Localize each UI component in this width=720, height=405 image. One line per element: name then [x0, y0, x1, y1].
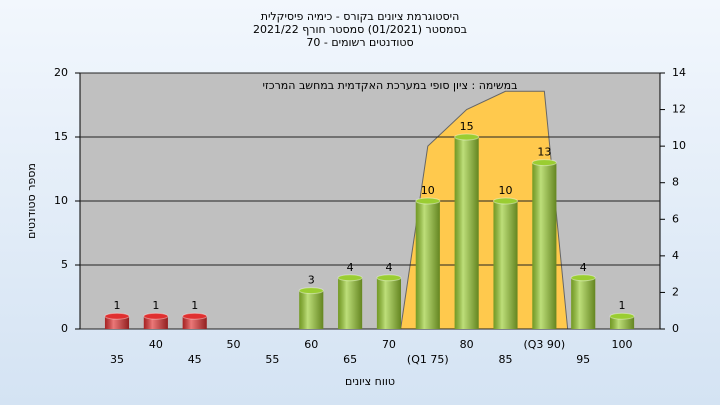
bar-shade — [532, 162, 557, 329]
value-label: 10 — [421, 184, 435, 197]
x-tick-label: 60 — [304, 338, 318, 351]
x-tick-label: (Q3 90) — [523, 338, 565, 351]
y-tick-label: 10 — [54, 194, 68, 207]
y2-tick-label: 6 — [672, 212, 679, 225]
value-label: 4 — [385, 261, 392, 274]
y2-tick-label: 10 — [672, 139, 686, 152]
bar-cap — [570, 274, 596, 282]
bar-shade — [571, 277, 596, 329]
chart-title: סטודנטים רשומים - 70 — [306, 36, 413, 49]
value-label: 1 — [114, 299, 121, 312]
bar-cap — [182, 312, 208, 320]
bar-shade — [338, 277, 363, 329]
y2-tick-label: 12 — [672, 103, 686, 116]
x-tick-label: 40 — [149, 338, 163, 351]
bar-shade — [299, 290, 324, 329]
x-tick-label: 100 — [612, 338, 633, 351]
x-tick-label: 45 — [188, 353, 202, 366]
bar-cap — [376, 274, 402, 282]
bar-cap — [143, 312, 169, 320]
bar-shade — [376, 277, 401, 329]
y-axis-label: מספר סטודנטים — [25, 163, 38, 239]
value-label: 4 — [580, 261, 587, 274]
value-label: 4 — [347, 261, 354, 274]
bar-shade — [182, 316, 207, 329]
x-tick-label: 65 — [343, 353, 357, 366]
bar-cap — [337, 274, 363, 282]
chart-title: בסמסטר (01/2021) סמסטר חורף 2021/22 — [253, 23, 467, 36]
bar-shade — [143, 316, 168, 329]
bar-cap — [454, 133, 480, 141]
bar-cap — [298, 287, 324, 295]
bar-cap — [492, 197, 519, 205]
y-tick-label: 20 — [54, 66, 68, 79]
bar-cap — [531, 159, 557, 167]
bar-cap — [415, 197, 441, 205]
x-tick-label: (Q1 75) — [407, 353, 449, 366]
x-tick-label: 55 — [265, 353, 279, 366]
value-label: 10 — [499, 184, 513, 197]
y2-tick-label: 14 — [672, 66, 686, 79]
value-label: 13 — [537, 146, 551, 159]
y-tick-label: 15 — [54, 130, 68, 143]
y2-tick-label: 4 — [672, 249, 679, 262]
value-label: 1 — [191, 299, 198, 312]
value-label: 15 — [460, 120, 474, 133]
x-tick-label: 35 — [110, 353, 124, 366]
bar-shade — [415, 201, 440, 329]
y2-tick-label: 2 — [672, 285, 679, 298]
x-tick-label: 80 — [460, 338, 474, 351]
y-tick-label: 0 — [61, 322, 68, 335]
bar-shade — [493, 201, 518, 329]
x-axis-label: טווח ציונים — [345, 375, 395, 388]
x-tick-label: 70 — [382, 338, 396, 351]
x-tick-label: 50 — [227, 338, 241, 351]
chart-title: היסטוגרמת ציונים בקורס - כימיה פיסיקלית — [261, 10, 460, 23]
bar-cap — [609, 312, 635, 320]
bar-shade — [104, 316, 130, 329]
value-label: 1 — [152, 299, 159, 312]
bar-shade — [610, 316, 635, 329]
y-tick-label: 5 — [61, 258, 68, 271]
bar-shade — [454, 137, 479, 329]
value-label: 3 — [308, 274, 315, 287]
x-tick-label: 85 — [499, 353, 513, 366]
y2-tick-label: 0 — [672, 322, 679, 335]
y2-tick-label: 8 — [672, 176, 679, 189]
annotation: במשימה : ציון סופי במערכת האקדמית במחשב … — [263, 79, 518, 92]
x-tick-label: 95 — [576, 353, 590, 366]
bar-cap — [104, 312, 130, 320]
value-label: 1 — [619, 299, 626, 312]
